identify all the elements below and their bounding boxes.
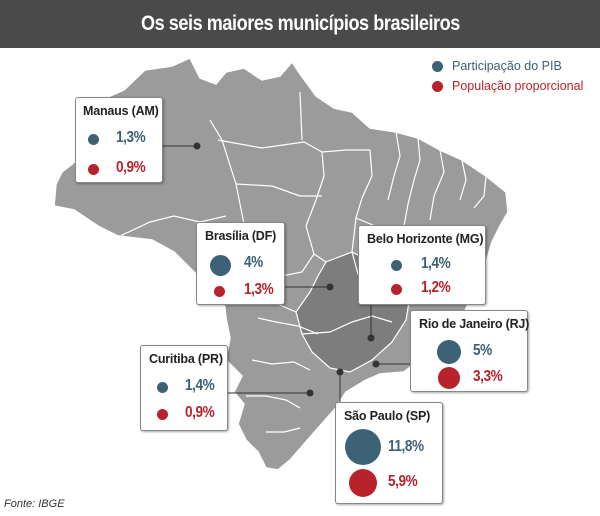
leader-lines <box>163 145 410 404</box>
pib-dot-icon <box>437 340 461 364</box>
pop-dot-icon <box>391 284 402 295</box>
pib-dot-icon <box>210 255 231 276</box>
title-bar: Os seis maiores municípios brasileiros <box>0 0 600 48</box>
callout-belo-horizonte: Belo Horizonte (MG) 1,4% 1,2% <box>358 225 486 305</box>
callout-manaus: Manaus (AM) 1,3% 0,9% <box>75 97 163 183</box>
legend-item-pib: Participação do PIB <box>432 56 597 76</box>
pib-value: 1,4% <box>421 255 451 272</box>
callout-title: Brasília (DF) <box>205 229 277 243</box>
legend-label-pop: População proporcional <box>452 79 584 93</box>
pop-dot-icon <box>214 286 225 297</box>
pib-value: 5% <box>473 342 492 359</box>
pop-value: 1,2% <box>421 279 451 296</box>
marker-curitiba <box>306 389 314 397</box>
pop-value: 5,9% <box>388 473 418 490</box>
marker-belo-horizonte <box>367 334 375 342</box>
pib-value: 11,8% <box>388 438 424 455</box>
legend-label-pib: Participação do PIB <box>452 59 562 73</box>
callout-sao-paulo: São Paulo (SP) 11,8% 5,9% <box>335 402 443 504</box>
pop-value: 0,9% <box>185 404 215 421</box>
callout-title: Curitiba (PR) <box>149 352 223 366</box>
legend: Participação do PIB População proporcion… <box>432 56 597 96</box>
pop-value: 1,3% <box>244 281 274 298</box>
pop-value: 3,3% <box>473 368 503 385</box>
legend-item-pop: População proporcional <box>432 76 597 96</box>
source-note: Fonte: IBGE <box>4 498 65 510</box>
callout-brasilia: Brasília (DF) 4% 1,3% <box>196 222 285 305</box>
pib-dot-icon <box>391 260 402 271</box>
callout-title: Manaus (AM) <box>83 104 159 118</box>
callout-rio-de-janeiro: Rio de Janeiro (RJ) 5% 3,3% <box>410 310 530 392</box>
pop-dot-icon <box>349 469 377 497</box>
city-markers <box>193 142 380 397</box>
callout-curitiba: Curitiba (PR) 1,4% 0,9% <box>140 345 228 431</box>
pib-value: 4% <box>244 254 263 271</box>
pop-dot-icon <box>88 164 99 175</box>
pop-dot-icon <box>157 409 168 420</box>
pib-dot-icon <box>345 429 381 465</box>
pop-value: 0,9% <box>116 159 146 176</box>
marker-manaus <box>193 142 201 150</box>
pop-dot-icon <box>432 80 443 92</box>
pop-dot-icon <box>438 367 460 389</box>
marker-sao-paulo <box>336 368 344 376</box>
callout-title: Rio de Janeiro (RJ) <box>419 317 530 331</box>
callout-title: São Paulo (SP) <box>344 409 431 423</box>
marker-brasilia <box>326 283 334 291</box>
pib-value: 1,4% <box>185 377 215 394</box>
marker-rio <box>372 360 380 368</box>
pib-value: 1,3% <box>116 129 146 146</box>
map-title: Os seis maiores municípios brasileiros <box>140 12 460 35</box>
callout-title: Belo Horizonte (MG) <box>367 232 484 246</box>
pib-dot-icon <box>432 60 443 72</box>
pib-dot-icon <box>157 382 168 393</box>
pib-dot-icon <box>88 134 99 145</box>
